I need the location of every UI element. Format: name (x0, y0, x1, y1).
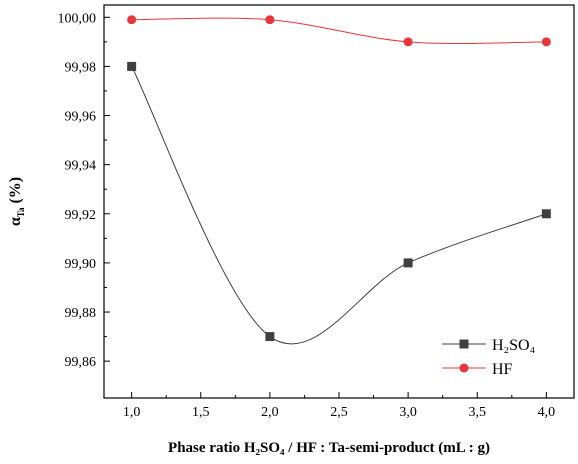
x-tick-label: 1,5 (192, 405, 210, 420)
y-tick-label: 99,98 (65, 60, 97, 75)
data-point-square (403, 258, 413, 268)
legend: H₂SO₄ HF (442, 337, 536, 378)
x-tick-label: 3,5 (468, 405, 486, 420)
y-tick-label: 99,94 (65, 159, 97, 174)
legend-item: HF (442, 361, 513, 378)
x-tick-label: 1,0 (123, 405, 141, 420)
series-layer (127, 15, 551, 345)
series-line (131, 66, 547, 345)
data-point-circle (541, 37, 551, 47)
series-2 (127, 15, 551, 47)
x-tick-label: 2,0 (261, 405, 279, 420)
y-tick-label: 100,00 (58, 11, 97, 26)
x-tick-label: 2,5 (330, 405, 348, 420)
y-axis-label-rest: (%) (7, 177, 24, 208)
legend-marker-circle (459, 363, 469, 373)
x-tick-label: 4,0 (538, 405, 556, 420)
y-tick-label: 99,92 (65, 208, 97, 223)
series-1 (127, 61, 551, 345)
legend-label: HF (492, 361, 513, 378)
data-point-square (265, 332, 275, 342)
data-point-square (541, 209, 551, 219)
y-tick-label: 99,90 (65, 257, 97, 272)
y-tick-label: 99,88 (65, 306, 97, 321)
series-line (131, 17, 547, 44)
data-point-circle (127, 15, 137, 25)
data-point-circle (403, 37, 413, 47)
legend-label: H₂SO₄ (492, 337, 536, 354)
y-tick-label: 99,86 (65, 355, 97, 370)
y-axis-label-subscript: Ta (16, 207, 26, 217)
legend-item: H₂SO₄ (442, 337, 536, 354)
axis-ticks: 1,0 1,5 2,0 2,5 3,0 3,5 4,0 99,86 99,88 99,90 99,9… (58, 11, 556, 420)
data-point-square (127, 61, 137, 71)
x-tick-label: 3,0 (399, 405, 417, 420)
data-point-circle (265, 15, 275, 25)
y-tick-label: 99,96 (65, 110, 97, 125)
y-axis-label-main: α (7, 217, 24, 226)
legend-marker-square (459, 339, 469, 349)
x-axis-label: Phase ratio H₂SO₄ / HF : Ta-semi-product… (168, 440, 490, 456)
y-axis-label: αTa (%) (7, 177, 26, 226)
